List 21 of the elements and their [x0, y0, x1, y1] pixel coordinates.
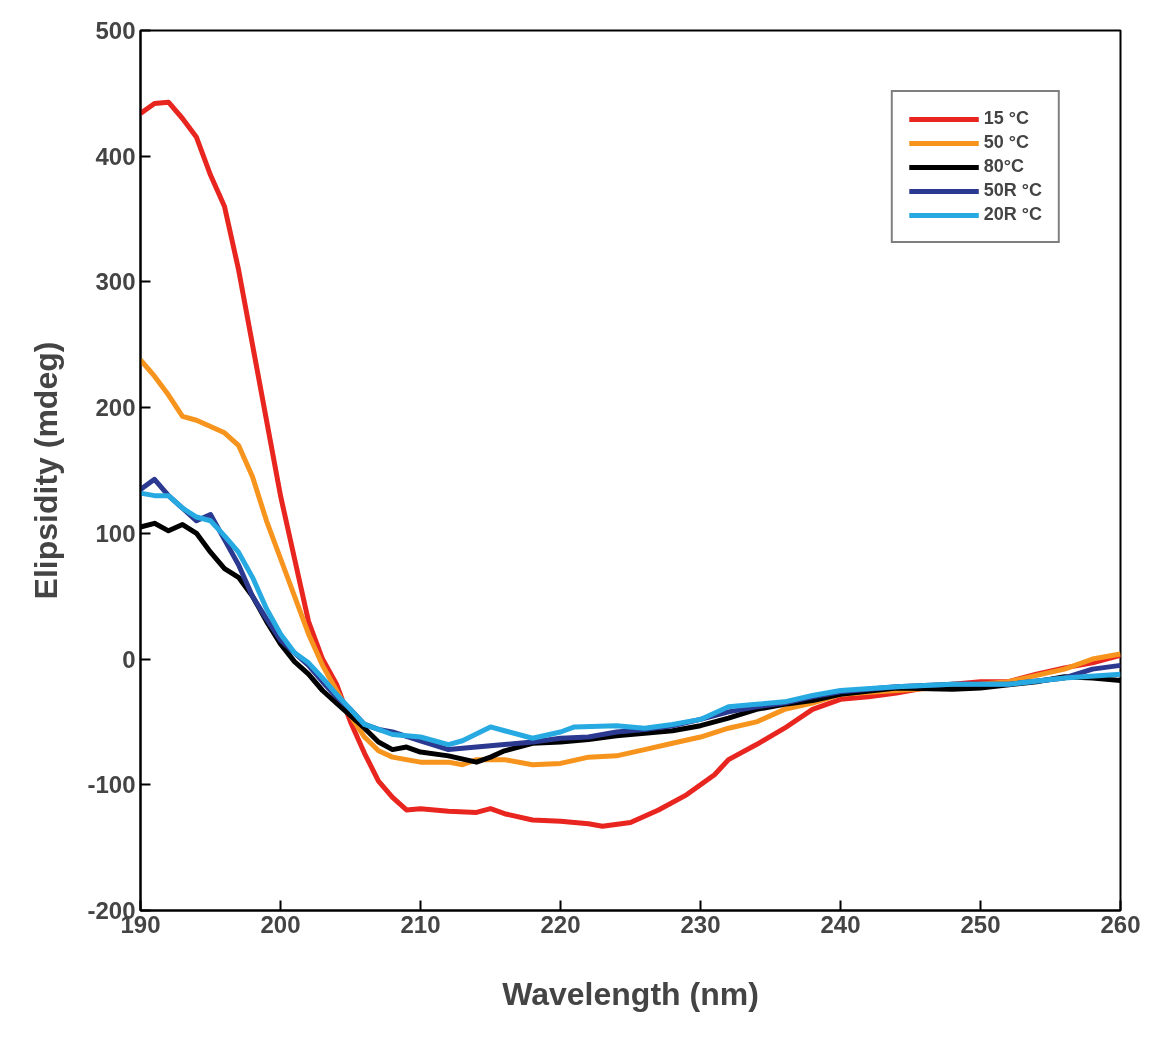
x-tick-label: 260: [1100, 910, 1141, 938]
y-tick-label: 400: [95, 142, 136, 170]
legend-label: 20R °C: [983, 204, 1042, 225]
legend-label: 50 °C: [983, 132, 1030, 153]
x-tick-label: 200: [260, 910, 301, 938]
y-tick-label: 0: [122, 645, 136, 673]
x-tick-label: 250: [960, 910, 1001, 938]
y-tick-label: 500: [95, 17, 136, 44]
legend-label: 80°C: [983, 156, 1024, 177]
x-axis-title: Wavelength (nm): [502, 975, 759, 1012]
legend-label: 15 °C: [983, 108, 1030, 129]
x-tick-label: 220: [540, 910, 581, 938]
y-tick-label: -100: [87, 771, 136, 799]
legend-label: 50R °C: [983, 180, 1042, 201]
y-tick-label: 200: [95, 394, 136, 422]
x-tick-label: 240: [820, 910, 861, 938]
x-tick-label: 210: [400, 910, 441, 938]
y-axis-title: Elipsidity (mdeg): [28, 341, 65, 600]
y-tick-label: 100: [95, 519, 136, 547]
x-tick-label: 230: [680, 910, 721, 938]
y-tick-label: 300: [95, 268, 136, 296]
